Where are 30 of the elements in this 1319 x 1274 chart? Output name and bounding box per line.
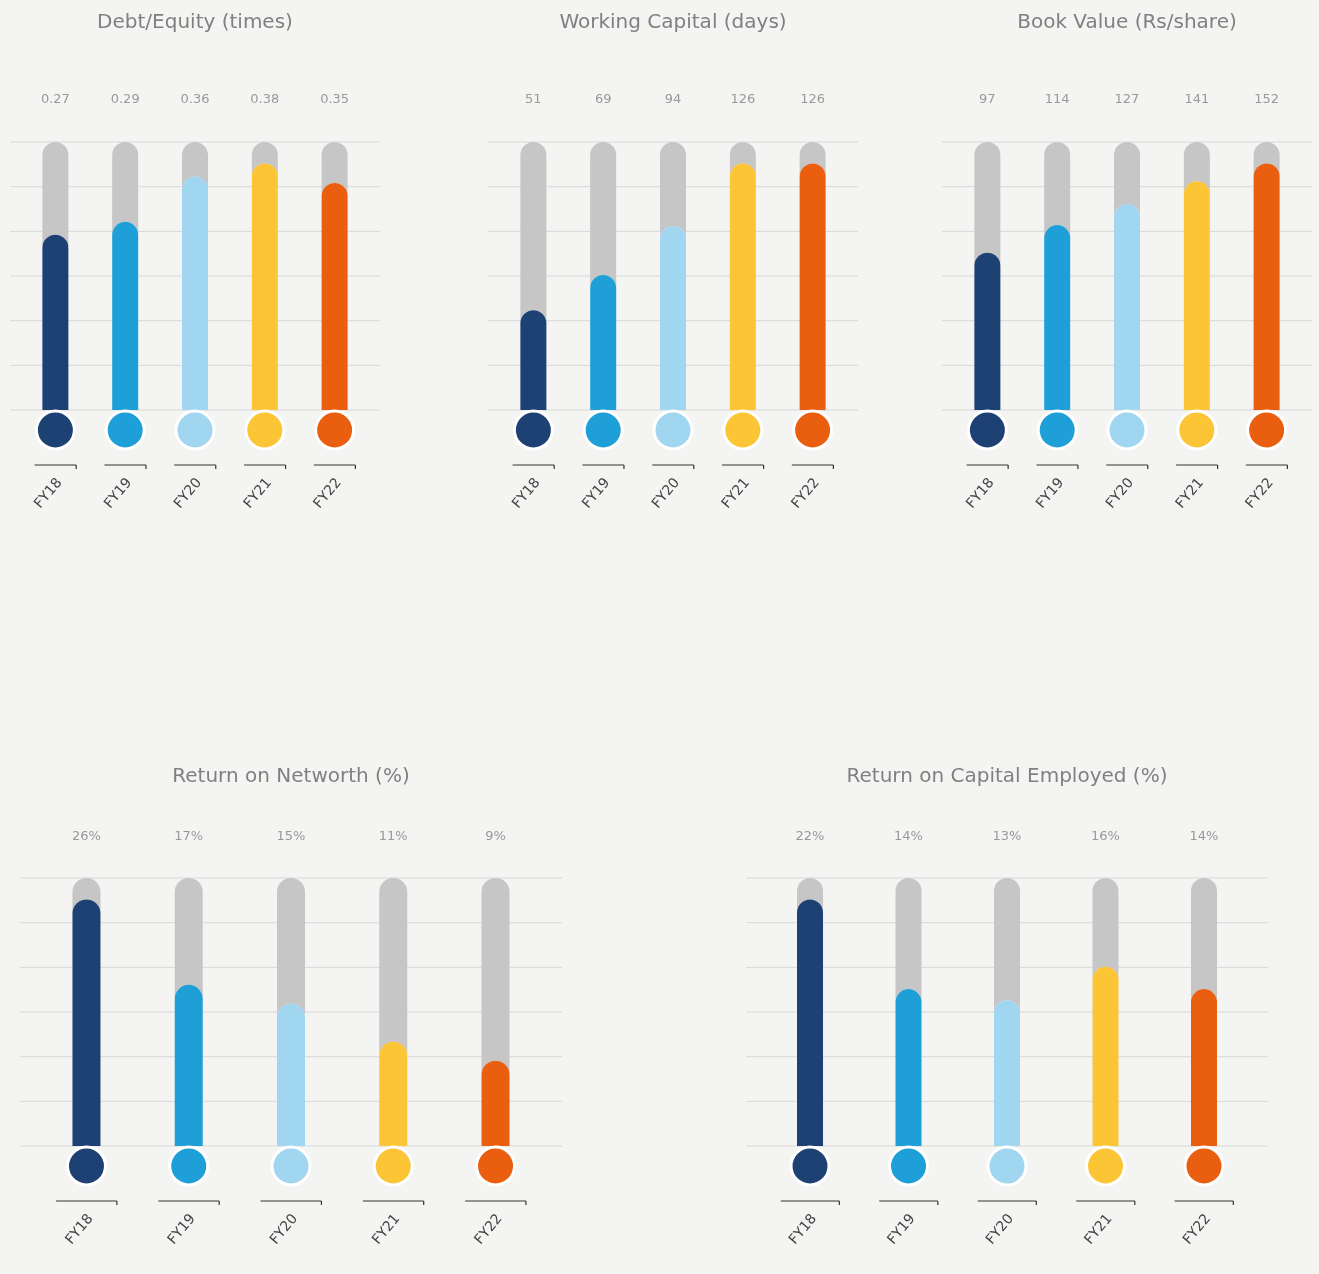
chart-title: Working Capital (days) (559, 8, 787, 33)
chart-title: Book Value (Rs/share) (1017, 8, 1237, 33)
data-label: 17% (174, 828, 204, 843)
data-label: 97 (979, 91, 996, 106)
data-label: 22% (795, 828, 825, 843)
data-label: 69 (594, 91, 612, 106)
data-label: 51 (525, 91, 542, 106)
data-label: 11% (378, 828, 408, 843)
data-label: 0.35 (320, 91, 350, 106)
chart-title: Return on Networth (%) (172, 762, 410, 787)
data-label: 0.29 (110, 91, 140, 106)
data-label: 127 (1114, 91, 1140, 106)
data-label: 16% (1091, 828, 1120, 843)
chart-title: Debt/Equity (times) (97, 8, 293, 33)
data-label: 152 (1254, 91, 1280, 106)
data-label: 0.38 (250, 91, 280, 106)
data-label: 14% (1189, 828, 1219, 843)
data-label: 0.36 (180, 91, 210, 106)
data-label: 114 (1044, 91, 1070, 106)
data-label: 94 (664, 91, 682, 106)
data-label: 26% (72, 828, 101, 843)
data-label: 126 (800, 91, 826, 106)
data-label: 9% (485, 828, 506, 843)
data-label: 14% (894, 828, 923, 843)
data-label: 141 (1184, 91, 1210, 106)
data-label: 13% (992, 828, 1022, 843)
chart-title: Return on Capital Employed (%) (846, 762, 1168, 787)
data-label: 0.27 (40, 91, 70, 106)
data-label: 126 (730, 91, 756, 106)
data-label: 15% (276, 828, 306, 843)
